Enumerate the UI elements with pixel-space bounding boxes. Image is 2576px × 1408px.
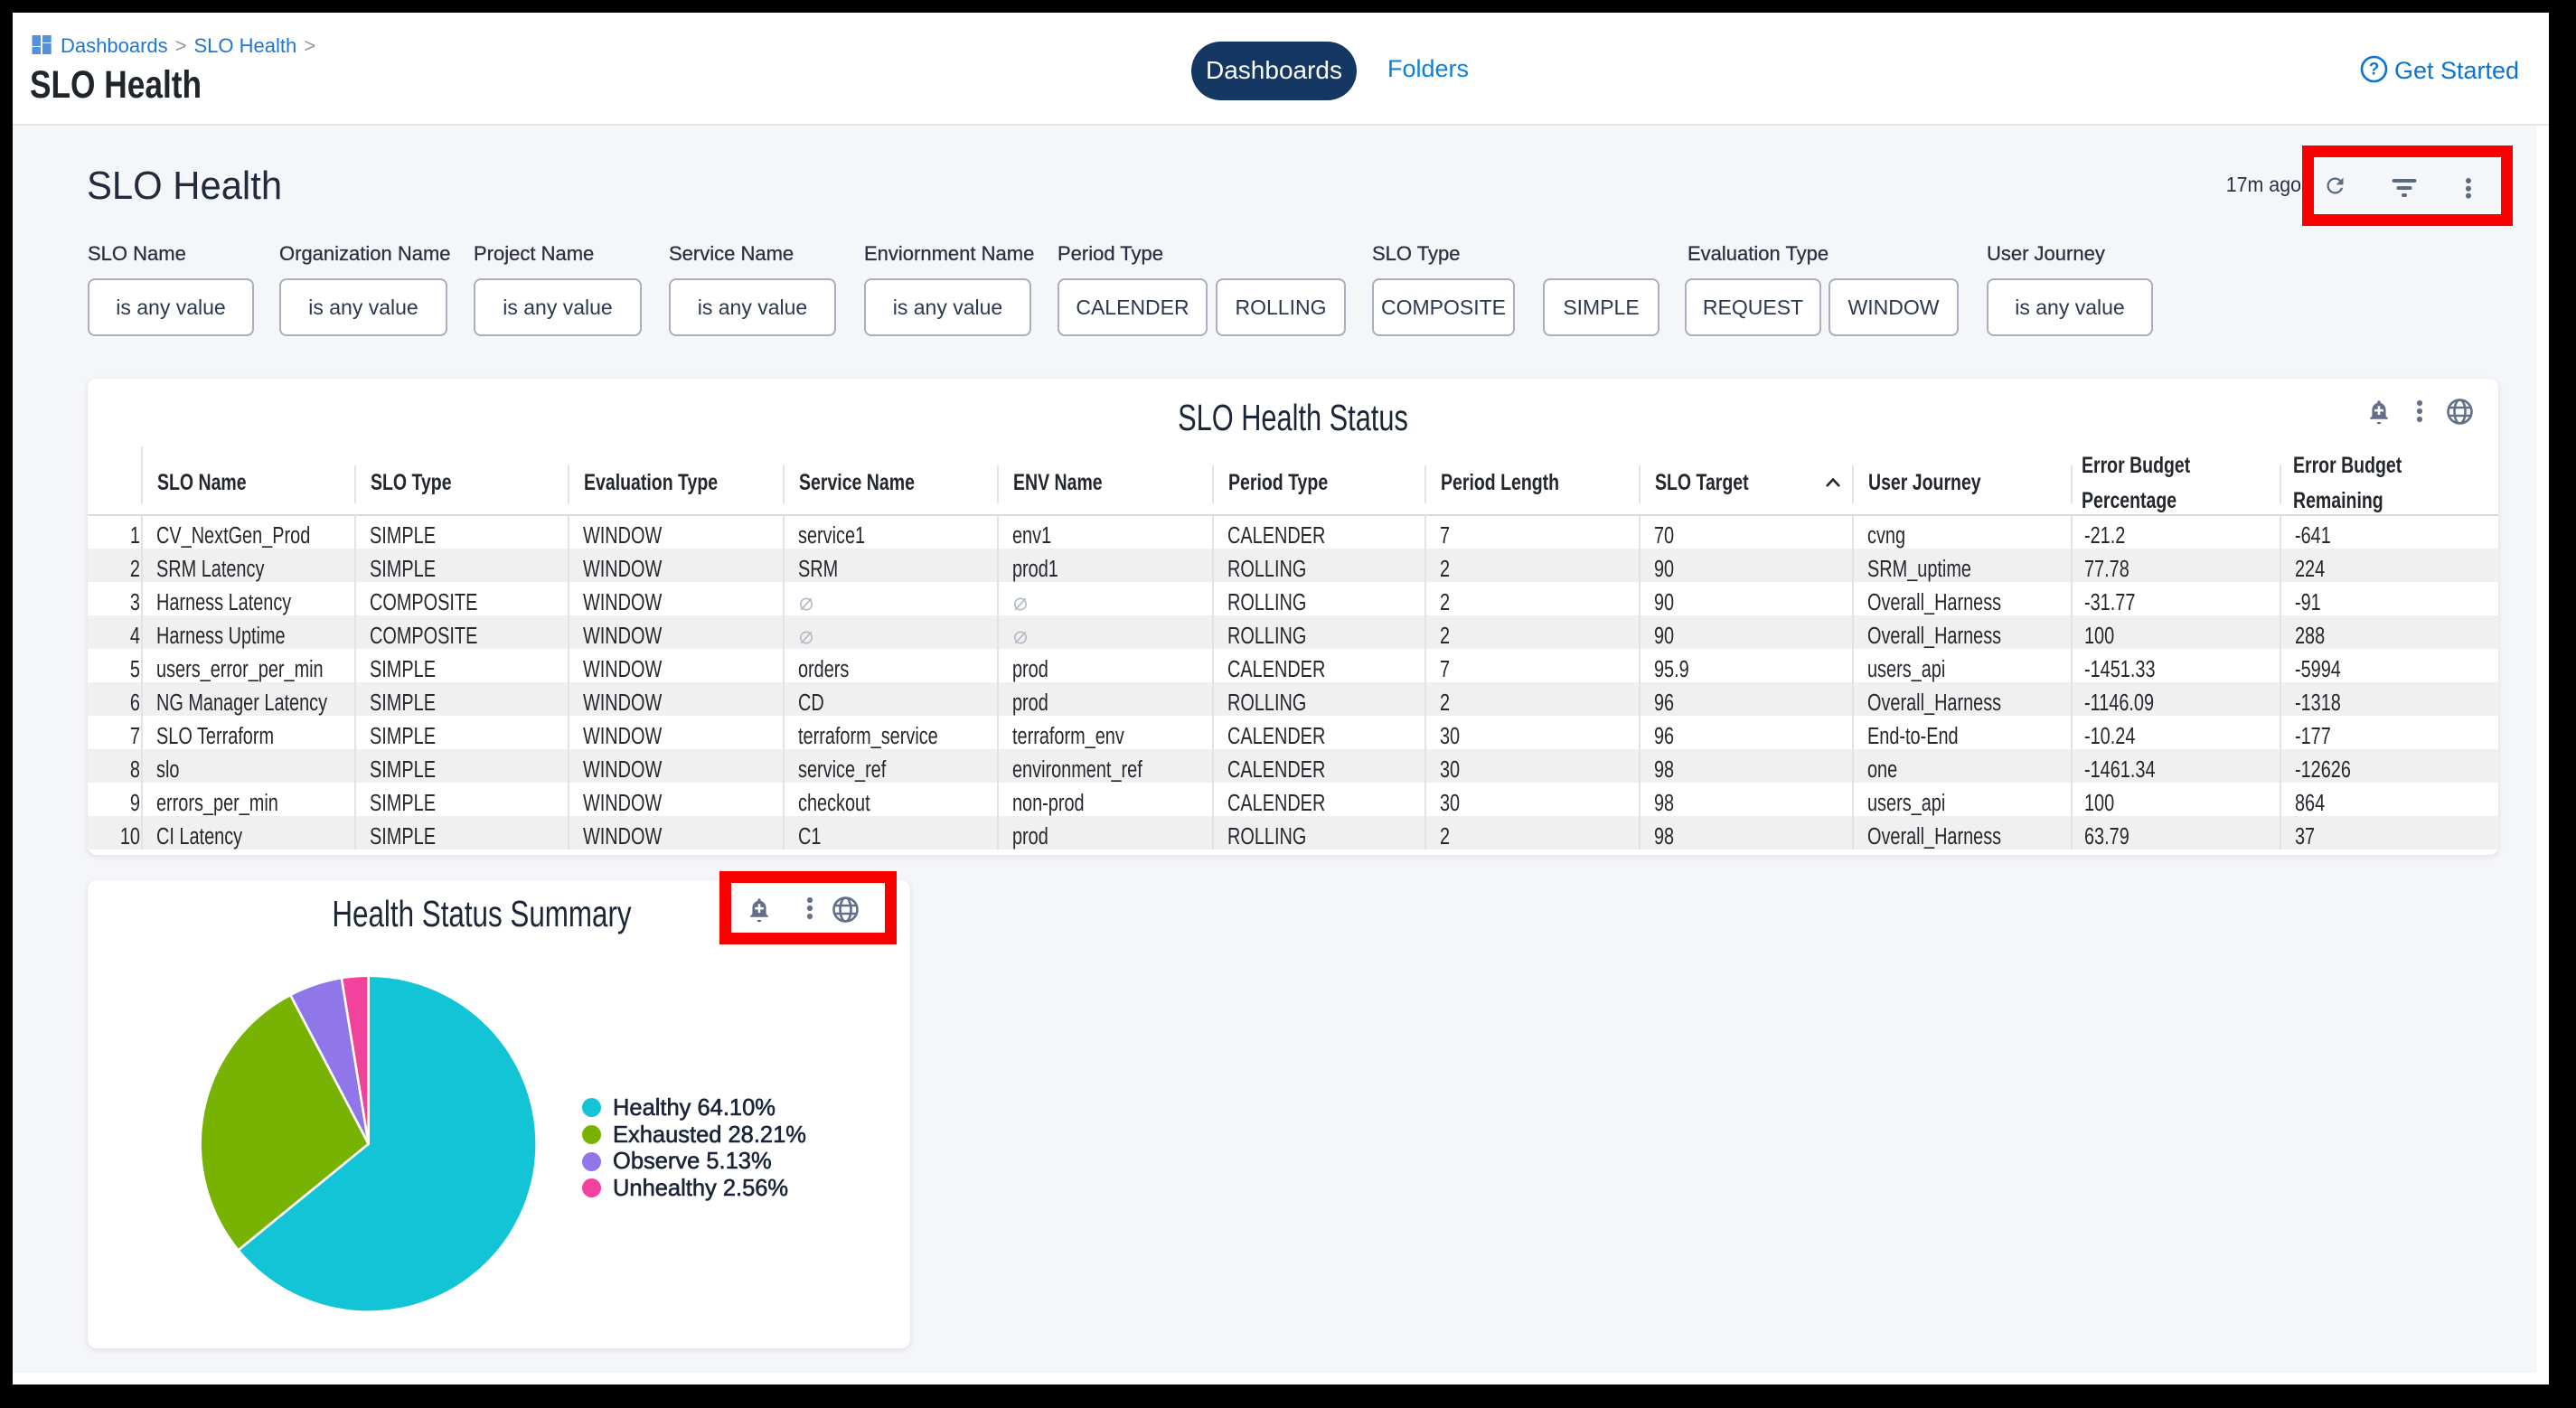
svg-text:?: ? <box>2369 61 2380 80</box>
